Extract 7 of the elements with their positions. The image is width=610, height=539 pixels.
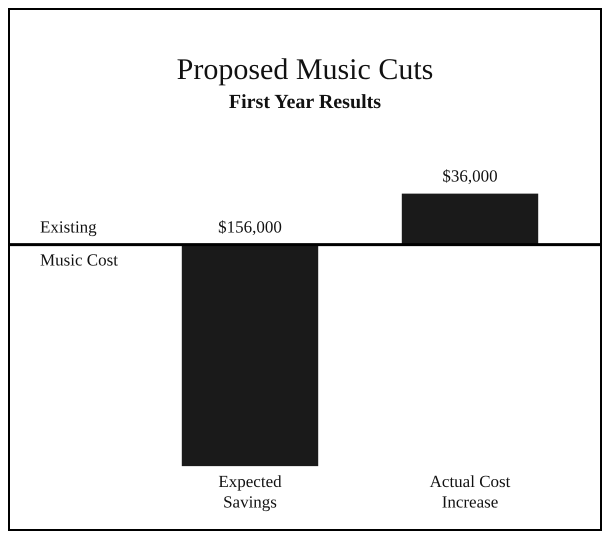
- chart-title: Proposed Music Cuts: [176, 52, 434, 88]
- annotation: Existing Music Cost: [40, 218, 118, 270]
- x-tick-label: Expected Savings: [218, 472, 282, 512]
- text: $36,000: [442, 166, 498, 186]
- x-tick-label: Actual Cost Increase: [430, 472, 511, 512]
- chart-subtitle: First Year Results: [228, 90, 382, 115]
- annotation: $156,000: [218, 218, 282, 237]
